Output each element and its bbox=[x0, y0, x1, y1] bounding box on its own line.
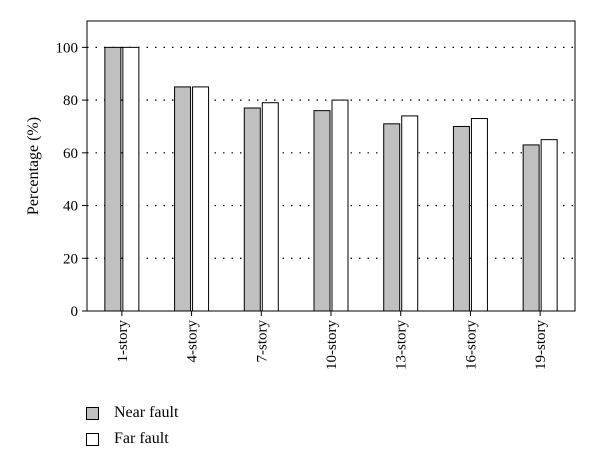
y-tick-label: 60 bbox=[63, 146, 78, 162]
y-axis-title: Percentage (%) bbox=[25, 117, 42, 215]
x-tick-label: 16-story bbox=[463, 320, 479, 370]
y-tick-label: 80 bbox=[63, 93, 78, 109]
x-tick-label: 1-story bbox=[115, 320, 131, 363]
bar-near-fault-1-story bbox=[104, 46, 122, 312]
legend-label-near-fault: Near fault bbox=[114, 404, 179, 421]
gridlines bbox=[87, 46, 575, 259]
legend-swatch-far-fault bbox=[86, 432, 99, 446]
x-tick-label: 4-story bbox=[185, 320, 201, 363]
bar-far-fault-4-story bbox=[192, 86, 210, 312]
legend-item-far-fault: Far fault bbox=[86, 428, 178, 450]
bar-far-fault-16-story bbox=[470, 118, 488, 312]
legend: Near fault Far fault bbox=[86, 402, 178, 454]
y-tick-label: 20 bbox=[63, 251, 78, 267]
bar-near-fault-7-story bbox=[243, 107, 261, 312]
plot-frame bbox=[86, 20, 576, 312]
bar-near-fault-19-story bbox=[522, 144, 540, 312]
bar-far-fault-1-story bbox=[122, 46, 140, 312]
bar-near-fault-16-story bbox=[452, 125, 470, 312]
bar-far-fault-7-story bbox=[261, 102, 279, 312]
y-tick-label: 40 bbox=[63, 199, 78, 215]
legend-label-far-fault: Far fault bbox=[114, 430, 169, 447]
legend-swatch-near-fault bbox=[86, 406, 99, 420]
x-axis-labels: 1-story 4-story 7-story 10-story 13-story 16-… bbox=[115, 311, 549, 370]
bar-near-fault-4-story bbox=[174, 86, 192, 312]
bar-far-fault-10-story bbox=[331, 99, 349, 312]
bar-far-fault-19-story bbox=[540, 139, 558, 312]
bar-chart: 0 20 40 60 80 100 1-story 4-story 7-story 10-sto… bbox=[25, 20, 576, 370]
bar-near-fault-10-story bbox=[313, 110, 331, 312]
legend-item-near-fault: Near fault bbox=[86, 402, 178, 424]
bars bbox=[104, 46, 558, 312]
x-tick-label: 19-story bbox=[533, 320, 549, 370]
bar-far-fault-13-story bbox=[401, 115, 419, 312]
x-tick-label: 7-story bbox=[254, 320, 270, 363]
x-tick-label: 10-story bbox=[324, 320, 340, 370]
y-tick-label: 0 bbox=[71, 304, 79, 320]
y-axis-ticks: 0 20 40 60 80 100 bbox=[56, 40, 87, 320]
x-tick-label: 13-story bbox=[394, 320, 410, 370]
y-tick-label: 100 bbox=[56, 40, 79, 56]
bar-near-fault-13-story bbox=[383, 123, 401, 312]
